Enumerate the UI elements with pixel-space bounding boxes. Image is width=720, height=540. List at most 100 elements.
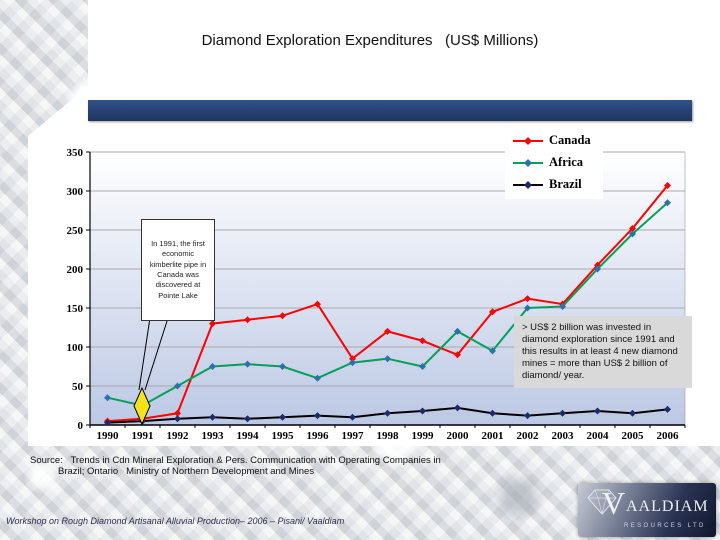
svg-text:2000: 2000 xyxy=(447,430,470,440)
workshop-footer: Workshop on Rough Diamond Artisanal Allu… xyxy=(6,516,345,526)
data-point-marker xyxy=(314,300,321,308)
data-point-marker xyxy=(174,382,181,390)
source-citation: Source: Trends in Cdn Mineral Exploratio… xyxy=(30,455,630,477)
svg-text:50: 50 xyxy=(72,381,84,393)
data-point-marker xyxy=(419,363,426,370)
data-point-marker xyxy=(524,304,531,312)
callout-box: In 1991, the first economic kimberlite p… xyxy=(141,219,215,321)
data-point-marker xyxy=(209,320,216,328)
data-point-marker xyxy=(174,415,181,423)
legend-label: Canada xyxy=(549,133,591,147)
data-point-marker xyxy=(629,230,636,238)
svg-text:1999: 1999 xyxy=(412,430,435,440)
svg-text:250: 250 xyxy=(67,225,84,237)
data-point-marker xyxy=(559,302,566,310)
data-point-marker xyxy=(489,409,496,417)
data-point-marker xyxy=(244,360,251,368)
data-point-marker xyxy=(594,261,601,269)
svg-text:2006: 2006 xyxy=(657,430,680,440)
data-point-marker xyxy=(279,312,286,320)
data-point-marker xyxy=(174,409,181,417)
data-point-marker xyxy=(524,295,531,303)
data-point-marker xyxy=(384,409,391,417)
data-point-marker xyxy=(454,351,461,359)
data-point-marker xyxy=(454,404,461,412)
series-brazil xyxy=(104,404,671,427)
svg-text:150: 150 xyxy=(67,303,84,315)
data-point-marker xyxy=(594,265,601,273)
logo-subtext: RESOURCES LTD xyxy=(624,523,706,529)
logo-initial: V xyxy=(602,485,626,521)
data-point-marker xyxy=(244,316,251,324)
legend-line-marker-icon xyxy=(513,158,543,167)
data-point-marker xyxy=(279,363,286,370)
svg-text:200: 200 xyxy=(67,264,84,276)
data-point-marker xyxy=(629,224,636,232)
svg-text:300: 300 xyxy=(67,186,84,198)
event-marker-diamond xyxy=(133,386,151,426)
svg-text:350: 350 xyxy=(67,147,84,159)
data-point-marker xyxy=(664,405,671,413)
data-point-marker xyxy=(349,413,356,421)
title-divider-bar xyxy=(88,100,692,121)
data-point-marker xyxy=(314,412,321,420)
svg-text:1992: 1992 xyxy=(167,430,190,440)
svg-text:2005: 2005 xyxy=(622,430,645,440)
legend-item-canada: Canada xyxy=(513,133,591,148)
svg-text:1991: 1991 xyxy=(132,430,154,440)
svg-text:2004: 2004 xyxy=(587,430,610,440)
svg-text:100: 100 xyxy=(67,342,84,354)
vaaldiam-logo: V AALDIAM RESOURCES LTD xyxy=(578,483,716,537)
source-line-1: Source: Trends in Cdn Mineral Exploratio… xyxy=(30,455,441,466)
data-point-marker xyxy=(349,355,356,363)
svg-text:1993: 1993 xyxy=(202,430,225,440)
source-line-2: Brazil; Ontario Ministry of Northern Dev… xyxy=(58,466,315,477)
data-point-marker xyxy=(419,337,426,345)
legend-line-marker-icon xyxy=(513,136,543,145)
svg-text:0: 0 xyxy=(78,420,84,432)
data-point-marker xyxy=(279,413,286,421)
svg-text:1995: 1995 xyxy=(272,430,295,440)
data-point-marker xyxy=(629,409,636,417)
svg-text:1998: 1998 xyxy=(377,430,400,440)
legend-label: Africa xyxy=(549,155,584,169)
svg-text:1994: 1994 xyxy=(237,430,260,440)
svg-text:2001: 2001 xyxy=(482,430,504,440)
data-point-marker xyxy=(314,374,321,382)
data-point-marker xyxy=(559,409,566,417)
data-point-marker xyxy=(349,359,356,367)
legend-label: Brazil xyxy=(549,177,582,191)
legend-item-africa: Africa xyxy=(513,155,591,170)
investment-note-text: > US$ 2 billion was invested in diamond … xyxy=(522,322,678,381)
callout-text: In 1991, the first economic kimberlite p… xyxy=(149,238,207,300)
chart-legend: Canada Africa Brazil xyxy=(505,126,603,199)
svg-text:1997: 1997 xyxy=(342,430,365,440)
data-point-marker xyxy=(489,308,496,316)
data-point-marker xyxy=(104,394,111,402)
data-point-marker xyxy=(104,419,111,427)
page-title: Diamond Exploration Expenditures (US$ Mi… xyxy=(201,32,539,49)
svg-text:1996: 1996 xyxy=(307,430,330,440)
svg-text:1990: 1990 xyxy=(97,430,120,440)
callout-tail xyxy=(138,317,169,391)
diamond-gem-icon xyxy=(587,489,617,515)
data-point-marker xyxy=(664,199,671,207)
svg-text:2003: 2003 xyxy=(552,430,575,440)
investment-note-box: > US$ 2 billion was invested in diamond … xyxy=(514,316,692,388)
data-point-marker xyxy=(489,347,496,355)
data-point-marker xyxy=(419,407,426,415)
data-point-marker xyxy=(209,363,216,370)
legend-item-brazil: Brazil xyxy=(513,177,591,192)
legend-line-marker-icon xyxy=(513,180,543,189)
data-point-marker xyxy=(384,355,391,363)
x-axis: 1990 1991 1992 1993 1994 1995 1996 1997 1998 1999… xyxy=(89,425,686,440)
data-point-marker xyxy=(209,413,216,421)
data-point-marker xyxy=(454,327,461,335)
data-point-marker xyxy=(524,412,531,420)
logo-wordmark: AALDIAM xyxy=(626,498,709,515)
data-point-marker xyxy=(384,327,391,335)
data-point-marker xyxy=(664,182,671,190)
svg-text:2002: 2002 xyxy=(517,430,540,440)
data-point-marker xyxy=(594,407,601,415)
